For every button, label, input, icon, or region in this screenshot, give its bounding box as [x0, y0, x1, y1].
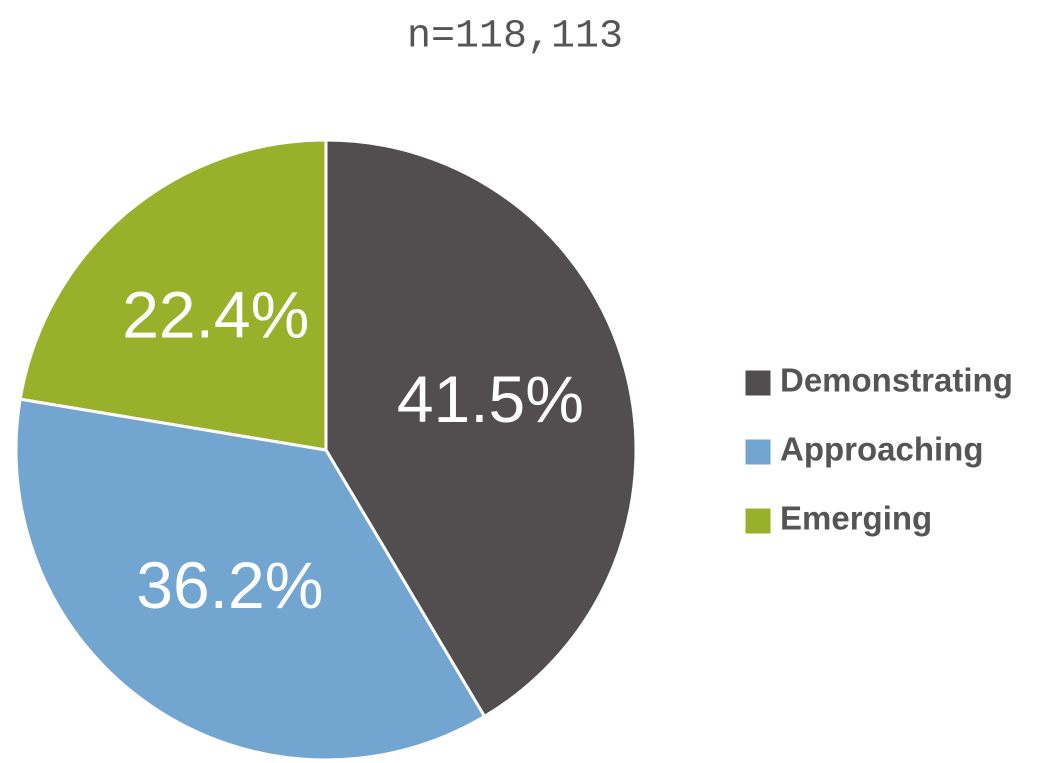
legend-swatch [744, 438, 772, 466]
chart-title: n=118,113 [407, 15, 623, 60]
legend-swatch [744, 369, 772, 397]
slice-label: 22.4% [122, 277, 309, 351]
pie-slice [324, 138, 638, 719]
pie-slice [18, 138, 328, 452]
legend-label: Emerging [780, 500, 932, 537]
pie-slice [14, 397, 487, 762]
legend-label: Demonstrating [780, 362, 1013, 399]
legend-swatch [744, 507, 772, 535]
slice-label: 36.2% [136, 548, 323, 622]
slice-label: 41.5% [397, 362, 584, 436]
legend-label: Approaching [780, 431, 984, 468]
